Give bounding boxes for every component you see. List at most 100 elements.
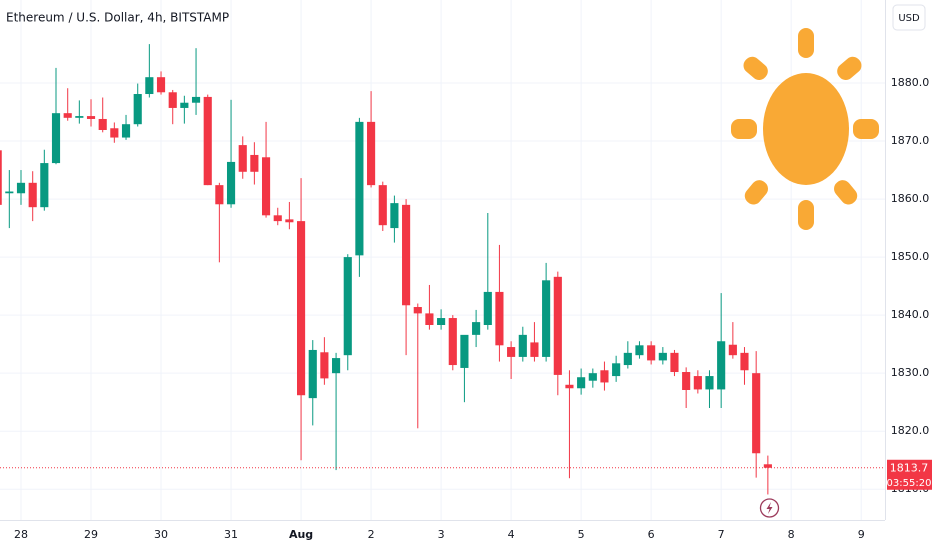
candle-body (75, 116, 84, 118)
x-tick-label: 5 (578, 528, 585, 541)
x-tick-label: 3 (438, 528, 445, 541)
candle-body (16, 182, 26, 194)
candle-body (460, 334, 469, 368)
candle-body (133, 94, 142, 125)
x-tick-label: 31 (224, 528, 238, 541)
x-tick-label: 8 (788, 528, 795, 541)
candle-body (448, 318, 457, 366)
candle-body (145, 77, 154, 95)
candle-body (623, 352, 632, 366)
candle-body (635, 345, 644, 356)
event-icon[interactable] (759, 498, 780, 518)
candle-body (250, 154, 259, 172)
candle-body (203, 96, 212, 186)
axes: 1810.01820.01830.01840.01850.01860.01870… (14, 76, 929, 541)
candle-body (495, 291, 504, 346)
candle-body (425, 313, 434, 325)
candle-body (565, 384, 574, 389)
candle-body (705, 376, 714, 390)
candle-body (600, 370, 609, 383)
candle-body (763, 464, 772, 468)
candle-body (273, 215, 282, 222)
y-tick-label: 1840.0 (891, 308, 930, 321)
y-tick-label: 1850.0 (891, 250, 930, 263)
candle-body (530, 342, 539, 357)
candle-body (191, 96, 201, 103)
x-tick-label: 7 (718, 528, 725, 541)
candle-body (297, 221, 306, 396)
candle-body (542, 280, 551, 357)
x-tick-label: 4 (508, 528, 515, 541)
candle-body (553, 276, 562, 375)
candle-body (658, 352, 667, 361)
candle-body (670, 352, 679, 373)
candle-body (238, 145, 247, 172)
candle-body (86, 116, 96, 119)
candle-body (752, 373, 761, 454)
candle-body (226, 161, 236, 205)
candle-body (308, 349, 317, 399)
candle-body (51, 113, 61, 164)
x-tick-label: 30 (154, 528, 168, 541)
y-tick-label: 1820.0 (891, 424, 930, 437)
candle-body (215, 185, 224, 205)
candle-body (168, 92, 177, 108)
candle-body (612, 363, 621, 377)
candle-body (343, 257, 352, 356)
candle-body (390, 203, 399, 229)
x-tick-label: Aug (289, 528, 313, 541)
y-tick-label: 1860.0 (891, 192, 930, 205)
candle-body (98, 118, 107, 130)
currency-button[interactable] (892, 4, 926, 31)
candle-body (728, 344, 737, 356)
candle-body (740, 352, 749, 371)
last-price-box (887, 459, 932, 490)
candle-body (472, 322, 481, 335)
candle-body (0, 150, 2, 205)
candle-body (717, 341, 726, 390)
x-tick-label: 6 (648, 528, 655, 541)
x-tick-label: 29 (84, 528, 98, 541)
candle-body (518, 334, 527, 357)
candle-body (5, 191, 14, 194)
x-tick-label: 2 (368, 528, 375, 541)
x-tick-label: 9 (858, 528, 865, 541)
candle-body (261, 157, 271, 216)
candle-body (40, 163, 49, 208)
candle-body (285, 219, 294, 223)
candle-body (577, 377, 586, 389)
candle-body (28, 182, 37, 208)
last-price-label: 1813.7 (890, 461, 929, 474)
candle-body (402, 204, 411, 306)
candle-body (121, 124, 131, 138)
candle-body (588, 373, 597, 381)
candle-body (180, 102, 189, 108)
candle-body (378, 185, 387, 226)
candle-body (483, 291, 492, 325)
x-tick-label: 28 (14, 528, 28, 541)
y-tick-label: 1870.0 (891, 134, 930, 147)
y-tick-label: 1880.0 (891, 76, 930, 89)
candle-body (507, 347, 516, 357)
price-marker: 1813.7 03:55:20 (0, 459, 932, 490)
countdown-label: 03:55:20 (887, 478, 932, 489)
y-tick-label: 1830.0 (891, 366, 930, 379)
candle-body (156, 77, 166, 93)
chart-title: Ethereum / U.S. Dollar, 4h, BITSTAMP (6, 11, 229, 25)
candle-body (413, 307, 422, 314)
sun-icon (731, 28, 879, 230)
candle-body (355, 121, 364, 256)
currency-label: USD (898, 13, 920, 24)
candles (0, 44, 772, 495)
candle-body (63, 113, 72, 118)
candle-body (320, 352, 329, 379)
candle-body (647, 345, 656, 361)
candle-body (367, 121, 376, 186)
candle-body (693, 376, 702, 390)
candle-body (437, 318, 446, 325)
candle-body (682, 372, 691, 390)
candle-body (332, 358, 341, 374)
candle-body (110, 128, 119, 138)
